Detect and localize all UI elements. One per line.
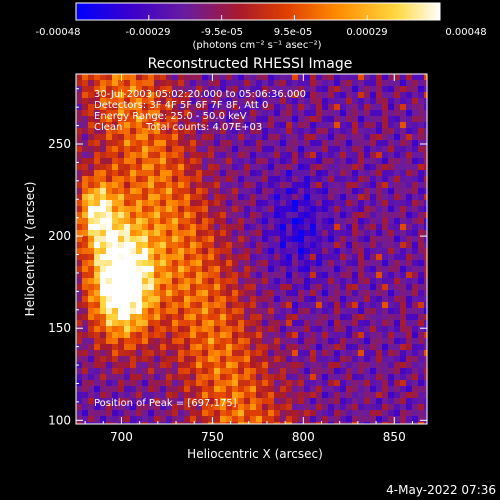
y-tick-label: 100 [48, 413, 71, 427]
colorbar-tick-0: -0.00048 [36, 27, 81, 38]
x-axis-label: Heliocentric X (arcsec) [187, 447, 323, 461]
peak-position-label: Position of Peak = [697,175] [94, 398, 237, 409]
y-tick-label: 200 [48, 229, 71, 243]
colorbar-tick-4: 0.00029 [346, 27, 387, 38]
colorbar-tick-5: 0.00048 [445, 27, 486, 38]
colorbar-units: (photons cm⁻² s⁻¹ asec⁻²) [192, 40, 321, 51]
x-axis: 700 750 800 850 [84, 74, 413, 444]
y-tick-label: 250 [48, 137, 71, 151]
annotation-algorithm: Clean [94, 122, 122, 133]
y-tick-label: 150 [48, 321, 71, 335]
colorbar-tick-2: -9.5e-05 [201, 27, 243, 38]
x-tick-label: 800 [292, 430, 315, 444]
colorbar-tick-1: -0.00029 [126, 27, 171, 38]
annotation-total-counts: Total counts: 4.07E+03 [145, 122, 262, 133]
annotation-time-range: 30-Jul-2003 05:02:20.000 to 05:06:36.000 [94, 89, 306, 100]
colorbar-ticks [75, 15, 441, 20]
y-axis-label: Heliocentric Y (arcsec) [23, 182, 37, 317]
x-tick-label: 850 [383, 430, 406, 444]
timestamp: 4-May-2022 07:36 [386, 483, 496, 497]
chart-title: Reconstructed RHESSI Image [148, 56, 353, 72]
annotation-energy-range: Energy Range: 25.0 - 50.0 keV [94, 111, 247, 122]
x-tick-label: 700 [110, 430, 133, 444]
x-tick-label: 750 [201, 430, 224, 444]
heatmap-image [76, 74, 427, 424]
colorbar-tick-3: 9.5e-05 [274, 27, 312, 38]
y-axis: 100 150 200 250 [48, 88, 427, 427]
colorbar [75, 2, 441, 21]
plot-frame [75, 73, 428, 425]
annotation-detectors: Detectors: 3F 4F 5F 6F 7F 8F, Att 0 [94, 100, 268, 111]
